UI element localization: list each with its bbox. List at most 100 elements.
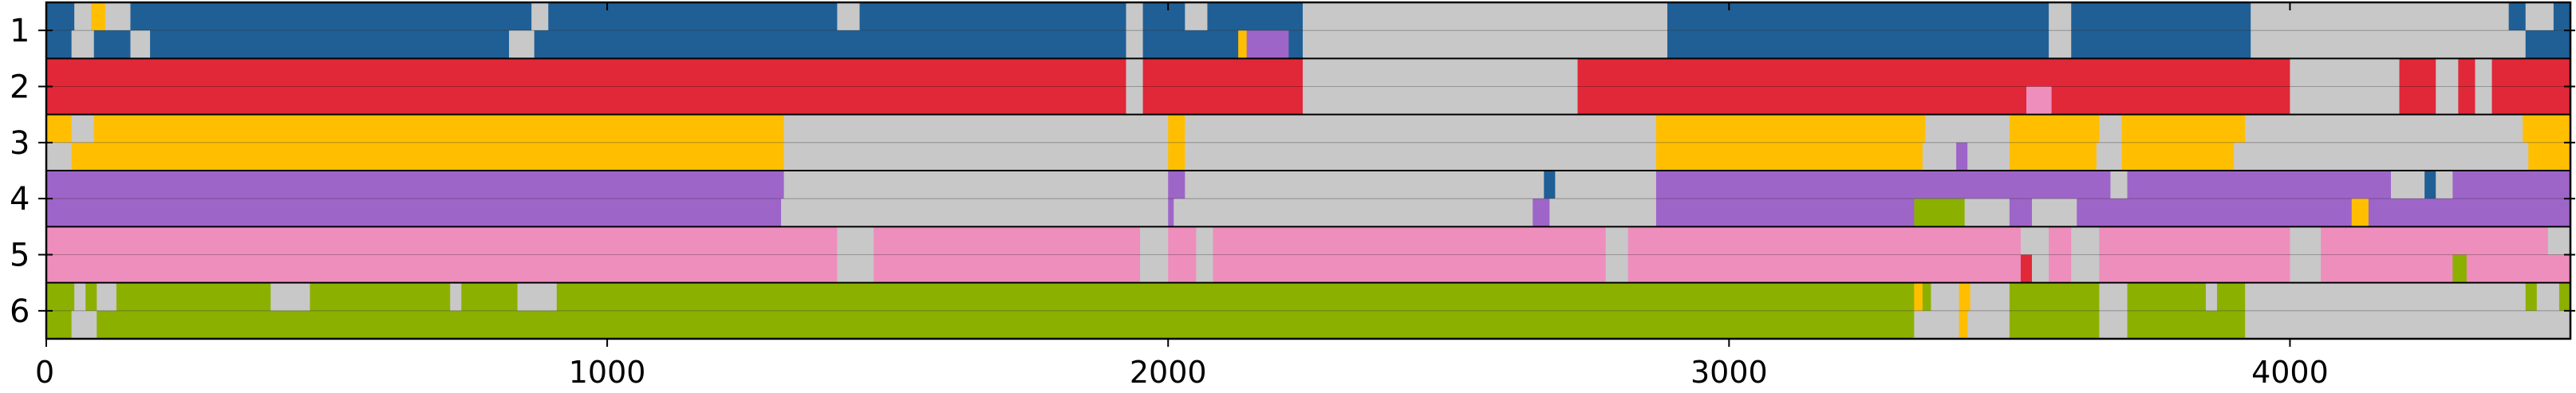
block-row1-track2-seg16 xyxy=(2071,30,2251,59)
row-label-5: 5 xyxy=(10,238,30,274)
block-row1-track1-seg2 xyxy=(74,2,92,31)
block-row1-track2-seg13 xyxy=(1302,30,1668,59)
block-row6-track1-seg23 xyxy=(2525,282,2538,311)
block-row5-track1-seg6 xyxy=(1196,226,1213,255)
block-row1-track1-seg8 xyxy=(837,2,860,31)
block-row6-track2-seg1 xyxy=(46,310,73,339)
block-row3-track1-seg2 xyxy=(71,114,95,143)
block-row4-track1-seg8 xyxy=(2110,171,2128,199)
block-row3-track1-seg14 xyxy=(2523,114,2571,143)
block-row4-track2-seg11 xyxy=(2032,198,2077,227)
block-row4-track2-seg12 xyxy=(2077,198,2353,227)
x-axis: 0 1000 2000 3000 4000 xyxy=(35,2,2329,390)
block-row1-track2-seg2 xyxy=(71,30,95,59)
block-row3-track2-seg8 xyxy=(1922,142,1957,171)
block-row4-track2-seg10 xyxy=(2009,198,2033,227)
blocks-layer xyxy=(46,2,2571,339)
block-row3-track2-seg11 xyxy=(2009,142,2097,171)
block-row5-track2-seg14 xyxy=(2099,254,2290,283)
block-row6-track1-seg6 xyxy=(270,282,310,311)
block-row2-track1-seg3 xyxy=(1142,58,1304,87)
block-row5-track2-seg8 xyxy=(1605,254,1629,283)
block-row5-track2-seg18 xyxy=(2466,254,2571,283)
block-row1-track2-seg18 xyxy=(2525,30,2571,59)
block-row1-track2-seg4 xyxy=(130,30,151,59)
block-row3-track2-seg5 xyxy=(1168,142,1185,171)
block-row1-track1-seg9 xyxy=(859,2,1126,31)
block-row3-track2-seg9 xyxy=(1956,142,1968,171)
block-row6-track1-seg21 xyxy=(2217,282,2246,311)
row-label-2: 2 xyxy=(10,69,30,106)
block-row6-track1-seg1 xyxy=(46,282,75,311)
block-row1-track1-seg12 xyxy=(1185,2,1208,31)
block-row1-track2-seg7 xyxy=(534,30,1126,59)
block-row2-track2-seg1 xyxy=(46,86,1126,115)
block-row5-track2-seg15 xyxy=(2290,254,2322,283)
block-row6-track1-seg2 xyxy=(74,282,86,311)
row-labels: 1 2 3 4 5 6 xyxy=(10,13,30,330)
block-row3-track1-seg12 xyxy=(2121,114,2246,143)
row-label-6: 6 xyxy=(10,293,30,330)
block-row5-track1-seg9 xyxy=(1627,226,2022,255)
block-row6-track1-seg10 xyxy=(517,282,558,311)
block-row5-track2-seg9 xyxy=(1627,254,2022,283)
block-row3-track2-seg13 xyxy=(2121,142,2235,171)
block-row2-track1-seg1 xyxy=(46,58,1126,87)
block-row6-track1-seg25 xyxy=(2558,282,2571,311)
block-row1-track2-seg8 xyxy=(1126,30,1143,59)
plot-border xyxy=(45,1,2572,340)
block-row5-track2-seg13 xyxy=(2071,254,2100,283)
block-row3-track2-seg2 xyxy=(71,142,440,171)
block-row4-track2-seg13 xyxy=(2351,198,2369,227)
block-row2-track2-seg5 xyxy=(1577,86,2027,115)
block-row2-track1-seg7 xyxy=(2399,58,2436,87)
block-row6-track2-seg6 xyxy=(1967,310,2010,339)
block-row5-track2-seg4 xyxy=(1140,254,1169,283)
block-row2-track2-seg13 xyxy=(2491,86,2571,115)
block-row6-track2-seg10 xyxy=(2245,310,2571,339)
block-row1-track2-seg14 xyxy=(1667,30,2049,59)
block-row6-track1-seg12 xyxy=(1914,282,1923,311)
block-row5-track1-seg2 xyxy=(837,226,874,255)
block-row4-track1-seg12 xyxy=(2436,171,2453,199)
block-row2-track1-seg9 xyxy=(2458,58,2475,87)
block-row3-track1-seg5 xyxy=(783,114,1169,143)
block-row1-track1-seg7 xyxy=(548,2,838,31)
block-row3-track1-seg4 xyxy=(150,114,784,143)
block-row5-track2-seg17 xyxy=(2452,254,2468,283)
block-row1-track1-seg11 xyxy=(1142,2,1185,31)
block-row2-track2-seg2 xyxy=(1126,86,1143,115)
block-row2-track2-seg10 xyxy=(2436,86,2459,115)
block-row4-track1-seg4 xyxy=(1185,171,1544,199)
block-row3-track1-seg10 xyxy=(2009,114,2100,143)
xtick-label-3000: 3000 xyxy=(1690,355,1768,390)
block-row1-track2-seg17 xyxy=(2251,30,2527,59)
block-row1-track1-seg20 xyxy=(2525,2,2554,31)
xtick-label-0: 0 xyxy=(35,355,54,390)
block-row2-track1-seg2 xyxy=(1126,58,1143,87)
block-row1-track1-seg5 xyxy=(130,2,532,31)
block-row6-track2-seg7 xyxy=(2009,310,2100,339)
block-row1-track1-seg15 xyxy=(1667,2,2049,31)
block-row2-track2-seg9 xyxy=(2399,86,2436,115)
block-row3-track2-seg6 xyxy=(1185,142,1657,171)
block-row2-track1-seg5 xyxy=(1577,58,2290,87)
block-row5-track1-seg12 xyxy=(2071,226,2100,255)
block-row1-track2-seg10 xyxy=(1238,30,1248,59)
block-row6-track1-seg7 xyxy=(310,282,451,311)
block-row6-track1-seg17 xyxy=(2009,282,2100,311)
block-row1-track2-seg5 xyxy=(150,30,510,59)
block-row4-track1-seg1 xyxy=(46,171,784,199)
block-row4-track1-seg2 xyxy=(783,171,1169,199)
block-row5-track2-seg10 xyxy=(2020,254,2033,283)
block-row1-track1-seg6 xyxy=(531,2,549,31)
block-row6-track2-seg2 xyxy=(71,310,97,339)
block-row5-track1-seg15 xyxy=(2321,226,2549,255)
block-row5-track2-seg2 xyxy=(837,254,874,283)
block-row6-track2-seg5 xyxy=(1959,310,1968,339)
block-row5-track2-seg3 xyxy=(874,254,1141,283)
row-label-4: 4 xyxy=(10,181,30,218)
block-row5-track1-seg8 xyxy=(1605,226,1629,255)
block-row2-track2-seg12 xyxy=(2475,86,2492,115)
block-row4-track2-seg2 xyxy=(781,198,1169,227)
